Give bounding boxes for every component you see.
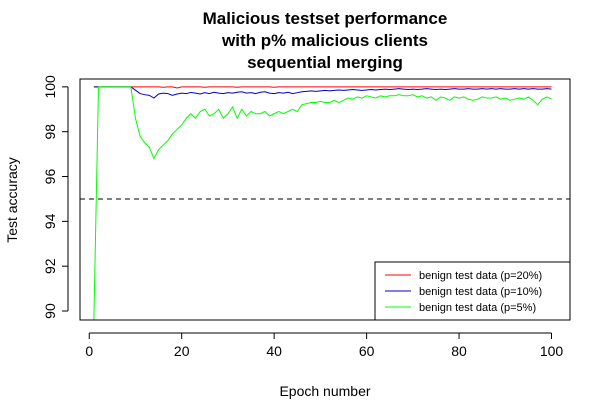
y-axis: 90 92 94 96 98 100 xyxy=(42,75,69,319)
legend: benign test data (p=20%) benign test data… xyxy=(374,261,571,321)
x-tick-label: 80 xyxy=(451,343,467,359)
title-line: Malicious testset performance xyxy=(203,9,448,28)
legend-label: benign test data (p=20%) xyxy=(419,270,542,282)
x-tick-label: 0 xyxy=(85,343,93,359)
y-tick-label: 92 xyxy=(42,258,58,274)
x-tick-label: 60 xyxy=(359,343,375,359)
title-line: with p% malicious clients xyxy=(221,31,428,50)
legend-label: benign test data (p=10%) xyxy=(419,286,542,298)
series-line-2 xyxy=(93,86,552,99)
y-tick-label: 98 xyxy=(42,124,58,140)
x-tick-label: 100 xyxy=(540,343,564,359)
x-tick-label: 40 xyxy=(266,343,282,359)
chart-title: Malicious testset performance with p% mal… xyxy=(203,9,448,72)
x-tick-label: 20 xyxy=(174,343,190,359)
series-group xyxy=(93,86,552,321)
y-tick-label: 90 xyxy=(42,303,58,319)
series-line-1 xyxy=(93,86,552,89)
y-axis-label: Test accuracy xyxy=(4,157,20,243)
legend-label: benign test data (p=5%) xyxy=(419,302,536,314)
series-line-3 xyxy=(93,86,552,321)
plot-frame xyxy=(79,78,571,321)
x-axis-label: Epoch number xyxy=(279,383,370,399)
y-tick-label: 94 xyxy=(42,213,58,229)
x-axis: 0 20 40 60 80 100 xyxy=(85,332,564,359)
y-tick-label: 100 xyxy=(42,75,58,99)
title-line: sequential merging xyxy=(247,53,403,72)
y-tick-label: 96 xyxy=(42,169,58,185)
